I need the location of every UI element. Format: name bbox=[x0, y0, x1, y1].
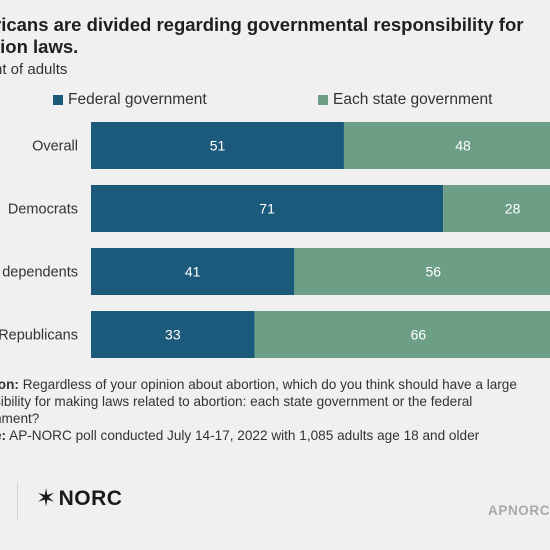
value-label-each-state-government-dependents: 56 bbox=[425, 264, 441, 280]
legend-item-federal: Federal government bbox=[53, 91, 207, 109]
value-label-each-state-government-republicans: 66 bbox=[411, 327, 427, 343]
value-label-federal-government-republicans: 33 bbox=[165, 327, 181, 343]
category-label-dependents: dependents bbox=[2, 265, 78, 281]
source-text: AP-NORC poll conducted July 14-17, 2022 … bbox=[9, 428, 480, 443]
bar-federal-government-republicans bbox=[91, 311, 255, 358]
logo-divider bbox=[17, 483, 18, 519]
value-label-each-state-government-overall: 48 bbox=[455, 138, 471, 154]
bar-each-state-government-republicans bbox=[254, 311, 550, 358]
value-label-federal-government-democrats: 71 bbox=[259, 201, 275, 217]
question-text-1: Regardless of your opinion about abortio… bbox=[22, 377, 517, 392]
bar-each-state-government-overall bbox=[343, 122, 550, 169]
legend-label-state: Each state government bbox=[333, 91, 493, 108]
legend-swatch-federal bbox=[53, 95, 63, 105]
legend-label-federal: Federal government bbox=[68, 91, 207, 108]
category-label-republicans: Republicans bbox=[0, 328, 78, 344]
value-label-federal-government-dependents: 41 bbox=[185, 264, 201, 280]
norc-star-icon: ✶ bbox=[36, 485, 57, 512]
title-line-2: tion laws. bbox=[0, 36, 79, 57]
norc-logo: ✶ NORC bbox=[36, 484, 122, 513]
category-label-overall: Overall bbox=[32, 139, 78, 155]
bar-federal-government-democrats bbox=[91, 185, 444, 232]
question-text-2: sibility for making laws related to abor… bbox=[0, 394, 473, 409]
chart-title: ricans are divided regarding governmenta… bbox=[0, 14, 550, 58]
stacked-bar-chart: Overall 51 48 Democrats 71 28 dependents 41 56 Re… bbox=[0, 122, 550, 358]
legend-item-state: Each state government bbox=[318, 91, 492, 109]
bar-federal-government-dependents bbox=[91, 248, 295, 295]
chart-subtitle: nt of adults bbox=[0, 61, 68, 78]
bar-each-state-government-dependents bbox=[294, 248, 550, 295]
bar-each-state-government-democrats bbox=[443, 185, 550, 232]
logo-text: NORC bbox=[58, 486, 123, 510]
question-label: ion: bbox=[0, 377, 19, 392]
category-label-democrats: Democrats bbox=[8, 202, 78, 218]
legend-swatch-state bbox=[318, 95, 328, 105]
site-link[interactable]: APNORC. bbox=[488, 503, 550, 518]
bar-federal-government-overall bbox=[91, 122, 344, 169]
source-label: e: bbox=[0, 428, 7, 443]
value-label-each-state-government-democrats: 28 bbox=[505, 201, 521, 217]
title-line-1: ricans are divided regarding governmenta… bbox=[0, 14, 524, 35]
question-text-3: nment? bbox=[0, 411, 40, 426]
value-label-federal-government-overall: 51 bbox=[210, 138, 226, 154]
footnote: ion: Regardless of your opinion about ab… bbox=[0, 376, 550, 444]
